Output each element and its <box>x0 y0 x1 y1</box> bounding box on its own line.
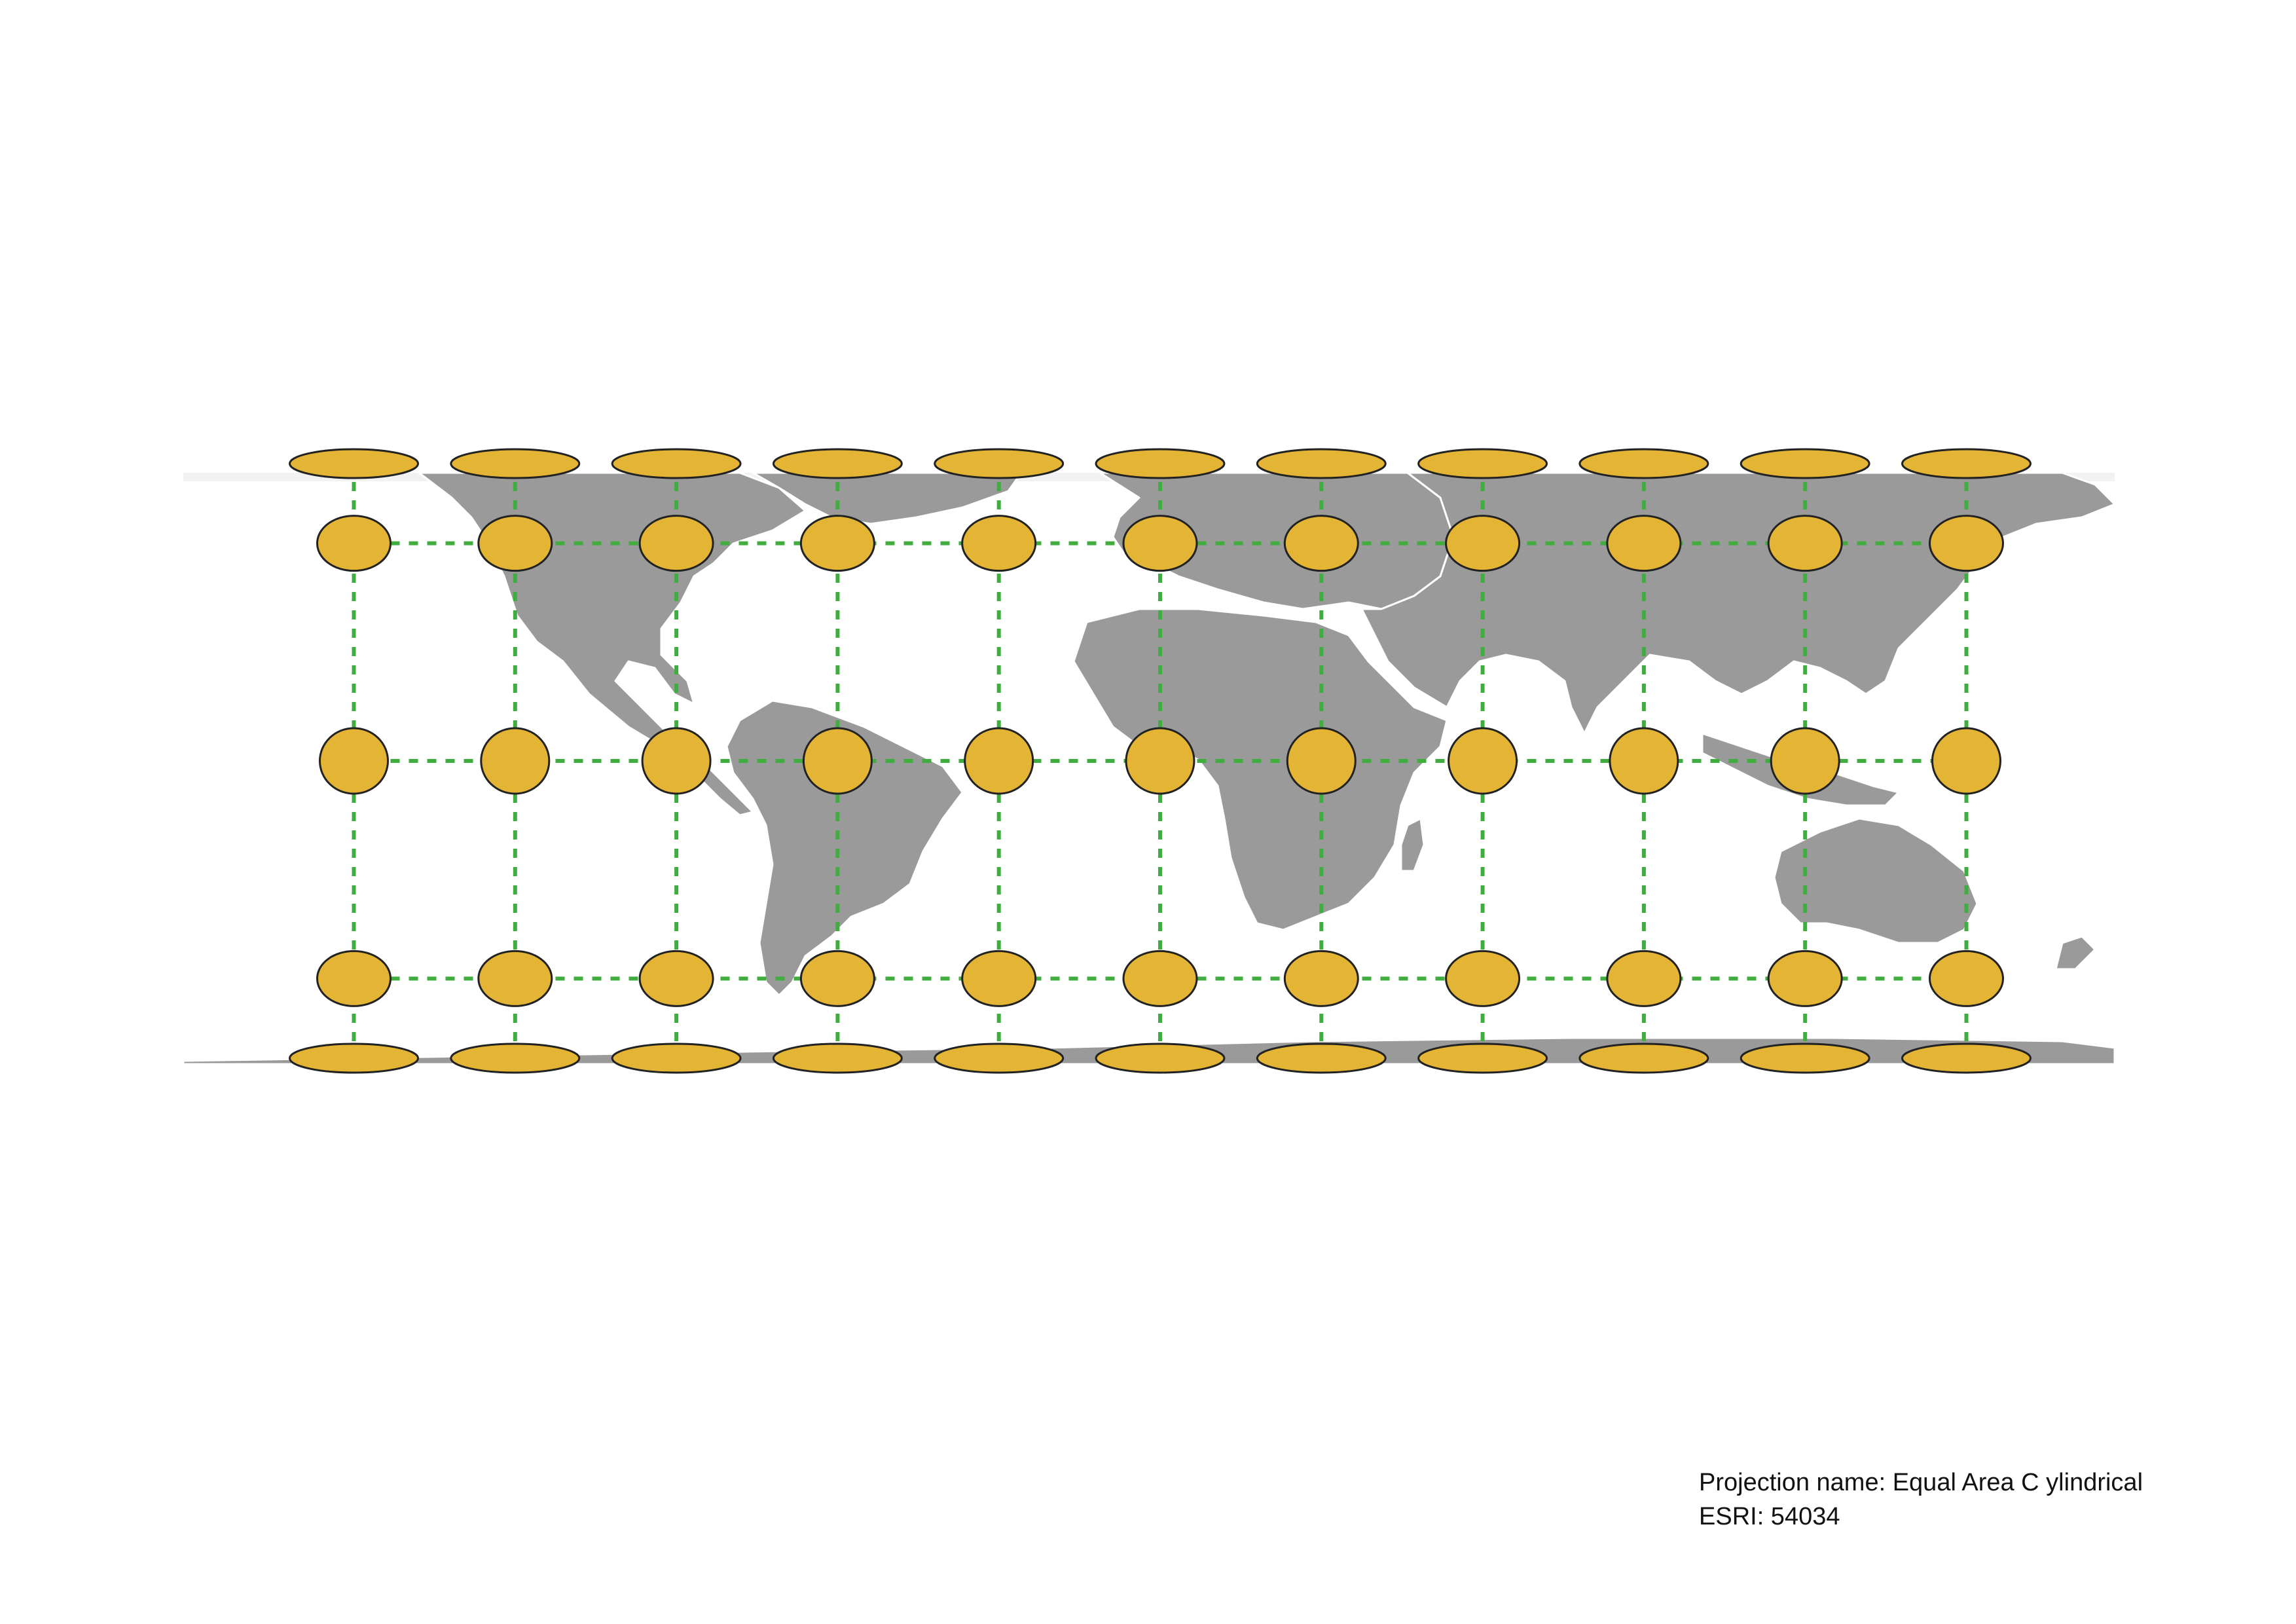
tissot-ellipse <box>1256 448 1387 479</box>
tissot-ellipse <box>1740 1043 1870 1074</box>
tissot-ellipse <box>1901 448 2032 479</box>
tissot-ellipse <box>1609 727 1679 795</box>
tissot-ellipse <box>1122 950 1198 1007</box>
tissot-ellipse <box>316 515 392 572</box>
tissot-ellipse <box>964 727 1034 795</box>
tissot-ellipse <box>1445 515 1521 572</box>
tissot-ellipse <box>1929 515 2004 572</box>
north-america <box>418 471 807 748</box>
tissot-ellipse <box>450 1043 581 1074</box>
projection-code: ESRI: 54034 <box>1699 1503 1840 1530</box>
tissot-ellipse <box>1256 1043 1387 1074</box>
tissot-ellipse <box>772 1043 903 1074</box>
madagascar <box>1400 817 1425 872</box>
australia <box>1773 817 1978 944</box>
tissot-ellipse <box>1417 1043 1548 1074</box>
tissot-ellipse <box>1125 727 1195 795</box>
tissot-ellipse <box>641 727 712 795</box>
tissot-ellipse <box>934 1043 1065 1074</box>
tissot-ellipse <box>450 448 581 479</box>
tissot-ellipse <box>477 950 553 1007</box>
tissot-ellipse <box>1417 448 1548 479</box>
south-america <box>725 699 964 997</box>
tissot-ellipse <box>319 727 389 795</box>
tissot-ellipse <box>799 515 875 572</box>
tissot-ellipse <box>1283 950 1359 1007</box>
tissot-ellipse <box>638 515 714 572</box>
tissot-ellipse <box>1578 448 1709 479</box>
tissot-ellipse <box>1606 950 1682 1007</box>
tissot-ellipse <box>1931 727 2001 795</box>
tissot-ellipse <box>799 950 875 1007</box>
tissot-ellipse <box>289 1043 419 1074</box>
tissot-ellipse <box>1445 950 1521 1007</box>
tissot-ellipse <box>477 515 553 572</box>
tissot-ellipse <box>1740 448 1870 479</box>
tissot-ellipse <box>802 727 873 795</box>
new-zealand <box>2054 935 2096 970</box>
tissot-ellipse <box>1770 727 1840 795</box>
tissot-ellipse <box>1122 515 1198 572</box>
tissot-ellipse <box>1095 1043 1226 1074</box>
tissot-ellipse <box>289 448 419 479</box>
tissot-ellipse <box>1286 727 1357 795</box>
tissot-ellipse <box>934 448 1065 479</box>
tissot-ellipse <box>1448 727 1518 795</box>
tissot-ellipse <box>1578 1043 1709 1074</box>
tissot-indicatrices <box>289 448 2032 1074</box>
tissot-ellipse <box>1095 448 1226 479</box>
tissot-ellipse <box>1283 515 1359 572</box>
tissot-ellipse <box>1929 950 2004 1007</box>
tissot-ellipse <box>316 950 392 1007</box>
tissot-ellipse <box>961 950 1037 1007</box>
projection-name: Projection name: Equal Area C ylindrical <box>1699 1469 2143 1496</box>
tissot-ellipse <box>611 1043 742 1074</box>
tissot-ellipse <box>611 448 742 479</box>
tissot-ellipse <box>1767 515 1843 572</box>
tissot-ellipse <box>638 950 714 1007</box>
tissot-ellipse <box>1767 950 1843 1007</box>
asia <box>1360 471 2116 735</box>
projection-caption: Projection name: Equal Area C ylindrical… <box>1699 1466 2143 1534</box>
tissot-ellipse <box>961 515 1037 572</box>
tissot-ellipse <box>1606 515 1682 572</box>
tissot-ellipse <box>1901 1043 2032 1074</box>
tissot-ellipse <box>480 727 551 795</box>
greenland <box>752 471 1023 525</box>
tissot-ellipse <box>772 448 903 479</box>
